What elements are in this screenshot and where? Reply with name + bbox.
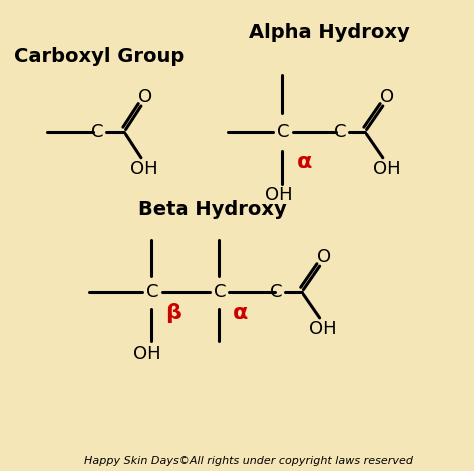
Text: C: C [334, 123, 346, 141]
Text: C: C [146, 283, 159, 301]
Text: β: β [165, 303, 181, 323]
Text: Happy Skin Days©All rights under copyright laws reserved: Happy Skin Days©All rights under copyrig… [84, 455, 413, 466]
Text: OH: OH [265, 187, 293, 204]
Text: α: α [233, 303, 248, 323]
Text: Alpha Hydroxy: Alpha Hydroxy [249, 24, 410, 42]
Text: OH: OH [130, 160, 157, 178]
Text: α: α [297, 153, 312, 172]
Text: C: C [91, 123, 103, 141]
Text: OH: OH [309, 320, 337, 338]
Text: Beta Hydroxy: Beta Hydroxy [138, 200, 287, 219]
Text: C: C [214, 283, 227, 301]
Text: O: O [138, 88, 153, 106]
Text: C: C [277, 123, 290, 141]
Text: OH: OH [373, 160, 400, 178]
Text: C: C [270, 283, 283, 301]
Text: O: O [317, 248, 331, 266]
Text: O: O [380, 88, 394, 106]
Text: Carboxyl Group: Carboxyl Group [14, 47, 184, 66]
Text: OH: OH [133, 345, 161, 363]
